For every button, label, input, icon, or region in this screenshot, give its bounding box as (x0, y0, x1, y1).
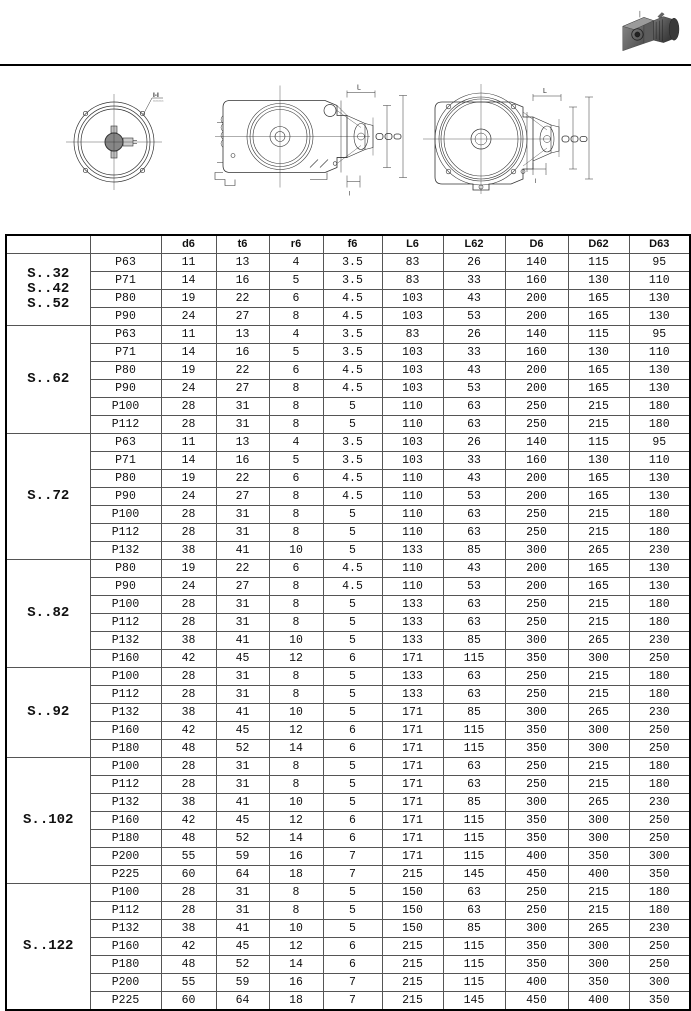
svg-text:ccccccc: ccccccc (153, 99, 164, 103)
svg-text:l: l (349, 192, 350, 198)
svg-text:L: L (543, 88, 547, 95)
svg-text:l: l (535, 179, 536, 185)
svg-text:L: L (357, 85, 361, 92)
